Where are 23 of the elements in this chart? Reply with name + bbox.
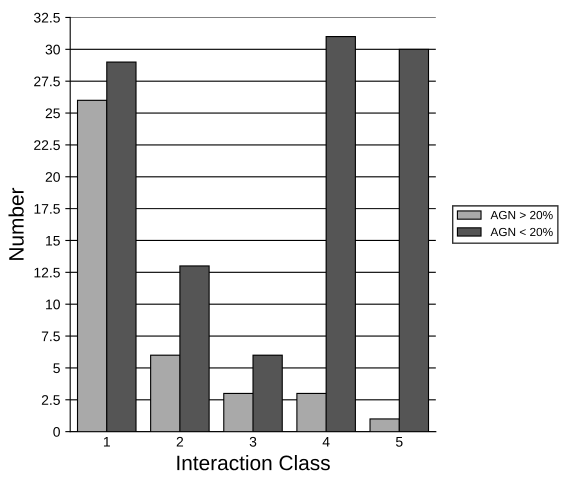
- x-axis-title: Interaction Class: [177, 455, 330, 470]
- x-tick-label: 5: [396, 437, 403, 447]
- y-tick-label: 10: [46, 300, 60, 310]
- y-tick-label: 0: [53, 426, 60, 437]
- y-tick-label: 22.5: [34, 140, 60, 150]
- legend-label: AGN < 20%: [490, 228, 553, 236]
- y-tick-label: 20: [46, 172, 60, 182]
- y-tick-label: 15: [46, 236, 60, 246]
- y-axis-title: Number: [8, 188, 24, 260]
- y-tick-label: 30: [46, 44, 60, 54]
- y-tick-label: 7.5: [42, 332, 60, 342]
- y-tick-label: 2.5: [42, 395, 60, 405]
- y-tick-label: 5: [53, 363, 60, 374]
- y-tick-label: 27.5: [34, 76, 60, 86]
- legend-label: AGN > 20%: [490, 210, 553, 220]
- x-tick-label: 2: [176, 436, 184, 447]
- x-tick-label: 1: [104, 437, 110, 447]
- y-tick-label: 25: [46, 108, 60, 118]
- y-tick-label: 12.5: [34, 268, 60, 278]
- y-tick-label: 32.5: [34, 12, 60, 23]
- x-tick-label: 4: [322, 437, 330, 447]
- x-tick-label: 3: [250, 436, 256, 447]
- y-tick-label: 17.5: [34, 204, 60, 214]
